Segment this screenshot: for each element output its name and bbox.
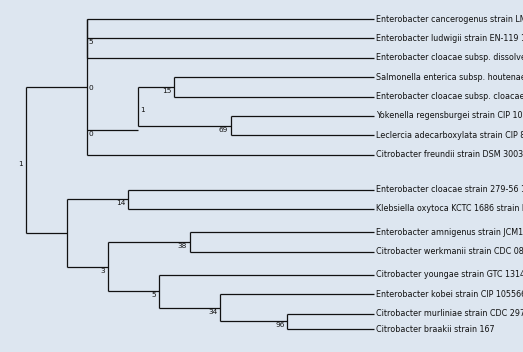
Text: 96: 96 (275, 322, 285, 328)
Text: Yokenella regensburgei strain CIP 105: Yokenella regensburgei strain CIP 105 (376, 112, 523, 120)
Text: Enterobacter kobei strain CIP 105566: Enterobacter kobei strain CIP 105566 (376, 290, 523, 299)
Text: Citrobacter youngae strain GTC 1314 1: Citrobacter youngae strain GTC 1314 1 (376, 270, 523, 279)
Text: Citrobacter freundii strain DSM 30039: Citrobacter freundii strain DSM 30039 (376, 150, 523, 159)
Text: 0: 0 (89, 131, 94, 137)
Text: Klebsiella oxytoca KCTC 1686 strain K: Klebsiella oxytoca KCTC 1686 strain K (376, 205, 523, 213)
Text: Enterobacter cloacae subsp. dissolven: Enterobacter cloacae subsp. dissolven (376, 53, 523, 62)
Text: 69: 69 (219, 127, 228, 133)
Text: Enterobacter cloacae subsp. cloacae A: Enterobacter cloacae subsp. cloacae A (376, 92, 523, 101)
Text: Citrobacter werkmanii strain CDC 0876: Citrobacter werkmanii strain CDC 0876 (376, 247, 523, 256)
Text: Enterobacter cancerogenus strain LMG: Enterobacter cancerogenus strain LMG (376, 14, 523, 24)
Text: Citrobacter murliniae strain CDC 2970: Citrobacter murliniae strain CDC 2970 (376, 309, 523, 318)
Text: 0: 0 (89, 86, 94, 92)
Text: 5: 5 (152, 292, 156, 298)
Text: Enterobacter cloacae strain 279-56 16: Enterobacter cloacae strain 279-56 16 (376, 185, 523, 194)
Text: 15: 15 (163, 88, 172, 94)
Text: 38: 38 (178, 243, 187, 249)
Text: Enterobacter ludwigii strain EN-119 1(SRB-2-5u-2b): Enterobacter ludwigii strain EN-119 1(SR… (376, 34, 523, 43)
Text: Citrobacter braakii strain 167: Citrobacter braakii strain 167 (376, 325, 494, 334)
Text: 1: 1 (18, 161, 23, 167)
Text: 1: 1 (140, 107, 145, 113)
Text: 34: 34 (209, 309, 218, 315)
Text: 14: 14 (116, 200, 126, 206)
Text: 3: 3 (100, 268, 105, 274)
Text: Leclercia adecarboxylata strain CIP 8: Leclercia adecarboxylata strain CIP 8 (376, 131, 523, 140)
Text: Salmonella enterica subsp. houtenae: Salmonella enterica subsp. houtenae (376, 73, 523, 82)
Text: 5: 5 (89, 39, 94, 45)
Text: Enterobacter amnigenus strain JCM1237: Enterobacter amnigenus strain JCM1237 (376, 228, 523, 237)
